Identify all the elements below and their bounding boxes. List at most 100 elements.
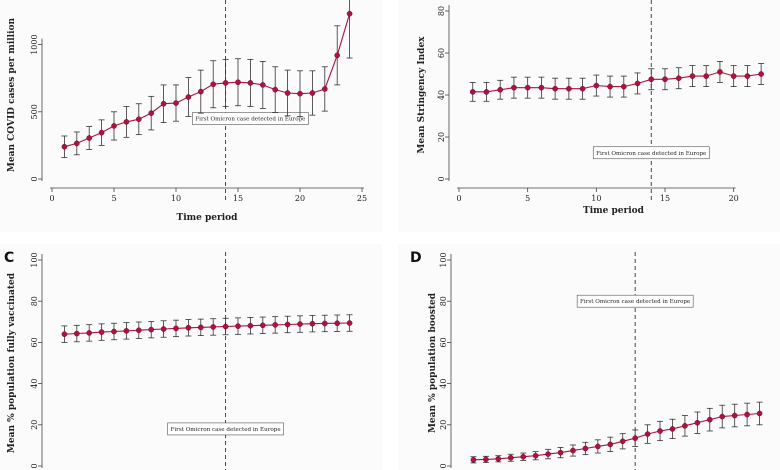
data-point <box>545 451 551 457</box>
y-tick-label: 40 <box>439 379 448 389</box>
panel-d-background <box>398 244 780 470</box>
y-tick-label: 0 <box>437 176 446 181</box>
y-tick-label: 0 <box>30 463 39 468</box>
data-point <box>61 331 68 337</box>
x-tick-label: 20 <box>729 194 739 203</box>
data-point <box>61 143 68 150</box>
data-point <box>135 116 142 122</box>
x-axis-title: Time period <box>177 213 239 223</box>
data-point <box>707 416 713 423</box>
panel-a-background <box>0 0 382 232</box>
y-axis-title: Mean COVID cases per million <box>7 17 17 172</box>
data-point <box>222 80 229 86</box>
x-tick-label: 5 <box>111 194 116 203</box>
data-point <box>74 140 80 147</box>
data-point <box>621 83 627 90</box>
data-point <box>321 320 328 327</box>
y-tick-label: 100 <box>439 252 448 267</box>
data-point <box>148 110 154 116</box>
panel-d: 0 20 40 60 80 100 Mean % population boosted D Fi… <box>410 250 763 470</box>
data-point <box>758 71 764 77</box>
data-point <box>607 441 614 448</box>
data-point <box>160 326 167 332</box>
data-point <box>566 85 572 92</box>
data-point <box>469 89 476 95</box>
annotation-box <box>576 294 694 308</box>
data-point <box>259 322 266 329</box>
data-point <box>185 324 192 331</box>
data-point <box>593 82 600 89</box>
data-point <box>334 320 341 327</box>
y-tick-label: 40 <box>30 379 39 389</box>
x-tick-label: 0 <box>456 194 461 203</box>
data-point <box>321 86 328 92</box>
annotation-text: First Omicron case detected in Europe <box>580 299 691 305</box>
data-point <box>538 84 545 91</box>
data-point <box>185 94 192 100</box>
data-point <box>632 435 638 441</box>
data-point <box>495 455 502 462</box>
y-tick-label: 1000 <box>30 34 39 54</box>
data-point <box>634 80 641 87</box>
data-point <box>173 100 179 106</box>
data-point <box>210 81 216 88</box>
data-point <box>703 73 710 79</box>
series-line <box>64 322 350 335</box>
y-tick-label: 0 <box>30 176 39 181</box>
annotation-text: First Omicron case detected in Europe <box>170 427 281 433</box>
data-point <box>682 423 688 429</box>
data-point <box>675 75 682 81</box>
x-axis-title: Time period <box>583 206 645 216</box>
data-point <box>74 330 80 337</box>
data-point <box>272 86 279 93</box>
data-point <box>595 443 601 450</box>
data-point <box>309 320 316 327</box>
data-point <box>284 321 291 328</box>
panel-b-background <box>398 0 780 232</box>
data-point <box>247 322 254 329</box>
annotation-box <box>192 112 309 125</box>
y-tick-label: 60 <box>30 337 39 347</box>
data-point <box>717 69 723 75</box>
data-point <box>532 452 539 459</box>
x-tick-label: 25 <box>357 194 367 203</box>
data-point <box>619 438 626 445</box>
data-point <box>235 323 241 329</box>
x-tick-label: 10 <box>591 194 601 203</box>
y-tick-label: 80 <box>439 296 448 306</box>
series-line <box>472 71 762 93</box>
data-point <box>730 73 737 79</box>
data-point <box>111 328 117 335</box>
series-line <box>64 13 351 148</box>
data-point <box>744 411 750 418</box>
annotation-box <box>592 146 710 160</box>
data-point <box>557 449 564 456</box>
annotation-text: First Omicron case detected in Europe <box>195 117 306 123</box>
data-point <box>86 135 92 141</box>
data-point <box>98 129 105 136</box>
y-tick-label: 20 <box>439 420 448 430</box>
data-point <box>731 412 738 419</box>
data-point <box>148 326 154 333</box>
data-point <box>483 456 489 463</box>
data-point <box>694 419 701 426</box>
x-tick-label: 5 <box>525 194 530 203</box>
data-point <box>98 329 105 335</box>
data-point <box>297 90 303 97</box>
y-tick-label: 80 <box>437 6 446 16</box>
y-axis-title: Mean % population boosted <box>428 292 438 433</box>
y-tick-label: 60 <box>439 337 448 347</box>
data-point <box>272 322 279 328</box>
data-point <box>297 321 303 327</box>
data-point <box>669 426 676 432</box>
x-tick-label: 15 <box>233 194 243 203</box>
annotation-text: First Omicron case detected in Europe <box>596 151 707 157</box>
data-point <box>657 428 663 434</box>
series-line <box>473 412 760 461</box>
panel-letter: D <box>410 250 422 266</box>
data-point <box>570 447 576 454</box>
data-point <box>470 457 477 463</box>
y-tick-label: 40 <box>437 90 446 100</box>
panel-letter: C <box>4 250 14 266</box>
